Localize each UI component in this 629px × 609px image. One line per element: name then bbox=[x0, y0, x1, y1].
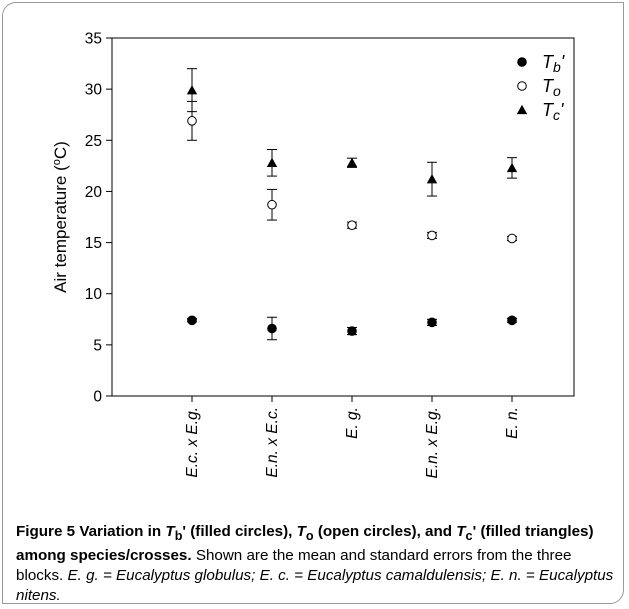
caption-b3-after: ' bbox=[472, 523, 477, 540]
legend-label: To bbox=[542, 76, 561, 99]
y-tick-label: 0 bbox=[93, 389, 102, 406]
plot-frame bbox=[111, 37, 575, 397]
caption-b2-T: T bbox=[296, 523, 306, 540]
figure-frame bbox=[2, 2, 624, 604]
caption-b2-sub: o bbox=[305, 529, 314, 544]
x-tick-label: E. g. bbox=[344, 407, 361, 439]
caption-bold: Figure 5 Variation in Tb' (filled circle… bbox=[16, 523, 594, 564]
figure-caption: Figure 5 Variation in Tb' (filled circle… bbox=[16, 522, 614, 606]
legend-marker bbox=[517, 57, 527, 67]
y-tick-label: 25 bbox=[85, 133, 102, 150]
figure-label: Figure 5 bbox=[16, 523, 76, 540]
data-point bbox=[267, 323, 277, 334]
y-tick-label: 30 bbox=[85, 82, 103, 99]
caption-b1-sub: b bbox=[174, 529, 183, 544]
legend-label: Tc' bbox=[542, 100, 564, 123]
legend-marker bbox=[516, 104, 528, 115]
caption-b2-after: (open circles), and bbox=[313, 523, 457, 540]
data-point bbox=[427, 317, 437, 328]
data-point bbox=[187, 116, 197, 126]
caption-b3-T: T bbox=[456, 523, 466, 540]
legend-entry-0: Tb' bbox=[517, 52, 565, 75]
axes: 0 5 10 15 20 25 30 35 Air temperature (oC) E.c. x… bbox=[51, 31, 575, 479]
legend-marker bbox=[517, 81, 527, 91]
caption-italic: E. g. = Eucalyptus globulus; E. c. = Euc… bbox=[16, 567, 614, 605]
data-point bbox=[426, 173, 438, 184]
data-point bbox=[506, 162, 518, 173]
data-point bbox=[186, 84, 198, 95]
caption-b1-T: T bbox=[165, 523, 175, 540]
chart-marks bbox=[186, 68, 518, 341]
data-point bbox=[507, 315, 517, 326]
data-point bbox=[187, 315, 197, 326]
data-point bbox=[347, 220, 357, 230]
data-point bbox=[266, 157, 278, 167]
legend-label: Tb' bbox=[542, 52, 565, 75]
caption-b1-after: ' (filled circles), bbox=[182, 523, 297, 540]
x-tick-label: E.n. x E.c. bbox=[264, 407, 281, 478]
y-axis-label: Air temperature (oC) bbox=[51, 141, 70, 293]
x-tick-label: E.c. x E.g. bbox=[184, 407, 201, 478]
legend-entry-1: To bbox=[517, 76, 561, 99]
data-point bbox=[346, 157, 358, 167]
y-tick-label: 20 bbox=[85, 184, 103, 201]
series-1 bbox=[187, 100, 517, 244]
data-point bbox=[507, 233, 517, 244]
data-point bbox=[347, 326, 357, 336]
y-tick-label: 5 bbox=[93, 337, 102, 354]
caption-b1: Variation in bbox=[79, 523, 166, 540]
series-0 bbox=[187, 315, 517, 341]
x-tick-label: E. n. bbox=[504, 407, 521, 439]
x-tick-label: E.n. x E.g. bbox=[424, 407, 441, 479]
chart: 0 5 10 15 20 25 30 35 Air temperature (oC) E.c. x… bbox=[51, 31, 575, 479]
y-tick-label: 15 bbox=[85, 235, 102, 252]
y-tick-label: 10 bbox=[85, 286, 103, 303]
caption-b4: (filled triangles) among species/crosses… bbox=[16, 523, 594, 565]
series-2 bbox=[186, 68, 518, 197]
caption-plain: Shown are the mean and standard errors f… bbox=[16, 547, 572, 585]
data-point bbox=[427, 230, 437, 241]
data-point bbox=[267, 199, 277, 210]
y-tick-label: 35 bbox=[85, 31, 102, 48]
legend-entry-2: Tc' bbox=[516, 100, 564, 123]
caption-b3-sub: c bbox=[465, 529, 473, 544]
